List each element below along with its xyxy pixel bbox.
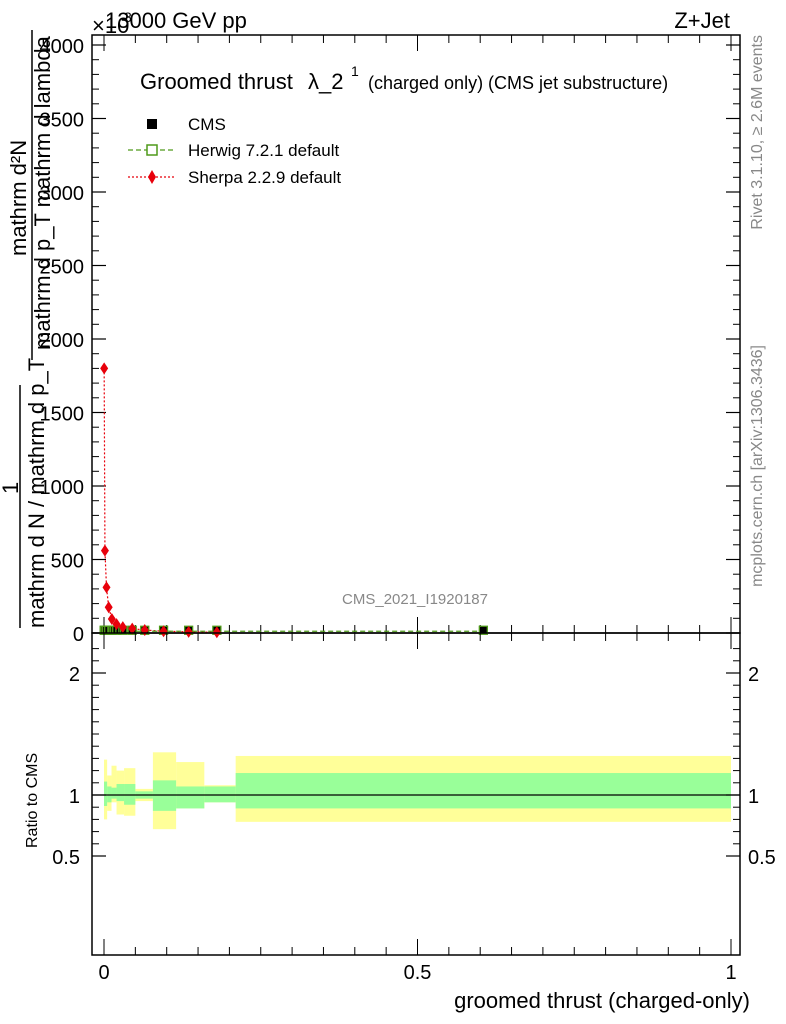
ratio-x-ticks: 0 0.5 1 bbox=[98, 633, 737, 984]
sherpa-point bbox=[107, 613, 116, 626]
ratio-band-inner bbox=[104, 781, 108, 806]
sherpa-point bbox=[128, 622, 137, 635]
ratio-y-ticks: 0.5 0.5 1 1 2 2 bbox=[52, 648, 776, 869]
sherpa-point bbox=[118, 621, 127, 634]
cms-point bbox=[112, 626, 121, 635]
main-y-tick-label: 2000 bbox=[40, 330, 85, 352]
title-subtitle: (charged only) (CMS jet substructure) bbox=[368, 73, 668, 93]
legend-herwig-marker bbox=[146, 144, 158, 156]
x-axis-label: groomed thrust (charged-only) bbox=[454, 988, 750, 1013]
main-y-tick-label: 1000 bbox=[40, 477, 85, 499]
title-text: Groomed thrust bbox=[140, 69, 293, 94]
x-tick-label: 0 bbox=[98, 962, 109, 984]
ratio-band-inner bbox=[235, 773, 732, 809]
main-y-tick-label: 2500 bbox=[40, 257, 85, 279]
ratio-y-tick-label-right: 1 bbox=[748, 786, 759, 808]
sherpa-line bbox=[103, 368, 217, 633]
ratio-ylabel: Ratio to CMS bbox=[24, 753, 41, 848]
main-series bbox=[99, 362, 488, 639]
ratio-y-tick-label-right: 0.5 bbox=[748, 847, 776, 869]
legend-herwig-label: Herwig 7.2.1 default bbox=[188, 141, 339, 160]
ylabel-bottom: mathrm d N / mathrm d p_T bbox=[24, 358, 49, 628]
sherpa-point bbox=[159, 625, 168, 638]
main-y-tick-label: 1500 bbox=[40, 404, 85, 426]
sherpa-point bbox=[100, 544, 109, 557]
cms-point bbox=[479, 626, 488, 635]
main-y-tick-label: 500 bbox=[51, 551, 84, 573]
ratio-band-outer bbox=[111, 765, 117, 803]
herwig-point bbox=[478, 625, 488, 635]
exponent-label: ×10 bbox=[92, 13, 129, 38]
main-y-tick-label: 4000 bbox=[40, 36, 85, 58]
ratio-y-tick-label-right: 2 bbox=[748, 664, 759, 686]
ratio-band-inner bbox=[204, 786, 236, 803]
ratio-band-inner bbox=[176, 786, 205, 809]
ratio-band-inner bbox=[124, 784, 136, 805]
ratio-band-inner bbox=[116, 784, 125, 802]
chart-title: Groomed thrust λ_2 1 (charged only) (CMS… bbox=[140, 63, 668, 94]
x-tick-label: 1 bbox=[725, 962, 736, 984]
ratio-y-tick-label: 1 bbox=[69, 786, 80, 808]
ratio-y-tick-label: 2 bbox=[69, 664, 80, 686]
sherpa-point bbox=[100, 362, 109, 375]
ylabel-denominator: mathrm d p_T mathrm d lambda bbox=[30, 35, 55, 350]
legend-cms-label: CMS bbox=[188, 115, 226, 134]
exponent-power: 3 bbox=[124, 9, 132, 25]
sherpa-point bbox=[112, 618, 121, 631]
sherpa-point bbox=[184, 625, 193, 638]
ratio-bands bbox=[104, 752, 732, 830]
ratio-band-inner bbox=[111, 787, 117, 799]
x-tick-label: 0.5 bbox=[404, 962, 432, 984]
ratio-band-inner bbox=[152, 780, 177, 811]
main-y-ticks: 0 500 1000 1500 2000 2500 3000 3500 4000 bbox=[40, 36, 740, 646]
rivet-label: Rivet 3.1.10, ≥ 2.6M events bbox=[749, 35, 766, 230]
ylabel-numerator: mathrm d²N bbox=[6, 140, 31, 256]
main-y-tick-label: 0 bbox=[73, 624, 84, 646]
title-sup: 1 bbox=[351, 63, 359, 79]
ratio-band-inner bbox=[107, 786, 112, 803]
ratio-y-tick-label: 0.5 bbox=[52, 847, 80, 869]
main-ylabel: mathrm d²N mathrm d p_T mathrm d lambda … bbox=[0, 30, 55, 628]
legend: CMS Herwig 7.2.1 default Sherpa 2.2.9 de… bbox=[128, 115, 341, 187]
main-y-tick-label: 3000 bbox=[40, 183, 85, 205]
legend-sherpa-marker bbox=[148, 170, 156, 184]
sherpa-point bbox=[104, 601, 113, 614]
cms-point bbox=[107, 626, 116, 635]
ratio-frame bbox=[91, 632, 741, 956]
main-y-tick-label: 3500 bbox=[40, 110, 85, 132]
legend-cms-marker bbox=[147, 119, 157, 129]
process-label: Z+Jet bbox=[674, 8, 730, 33]
sherpa-point bbox=[102, 581, 111, 594]
ylabel-one: 1 bbox=[0, 482, 23, 494]
energy-label: 13000 GeV pp bbox=[105, 8, 247, 33]
title-symbol: λ_2 bbox=[308, 69, 343, 94]
analysis-watermark: CMS_2021_I1920187 bbox=[342, 591, 488, 608]
legend-sherpa-label: Sherpa 2.2.9 default bbox=[188, 168, 341, 187]
mcplots-label: mcplots.cern.ch [arXiv:1306.3436] bbox=[749, 345, 766, 587]
herwig-point bbox=[107, 625, 117, 635]
